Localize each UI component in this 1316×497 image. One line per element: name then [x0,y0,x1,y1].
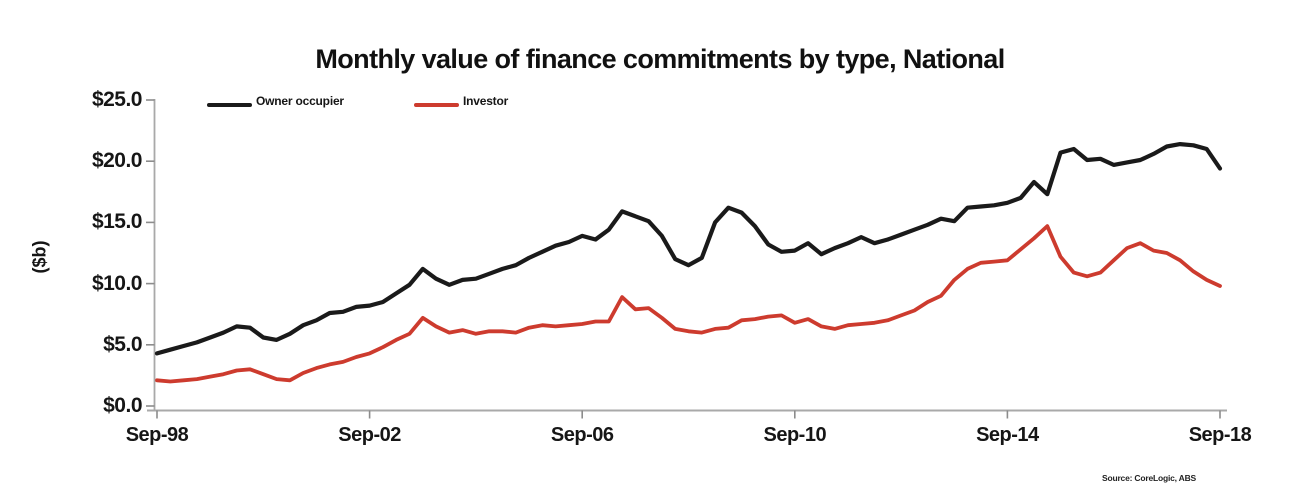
y-axis-tick-label: $15.0 [91,210,143,234]
x-axis-tick-label: Sep-06 [550,424,614,446]
series-line-owner-occupier [154,142,1223,356]
source-note: Source: CoreLogic, ABS [1102,473,1196,483]
chart-title: Monthly value of finance commitments by … [315,44,1005,74]
investor-line-swatch [414,103,459,107]
y-axis-tick-label: $0.0 [103,394,142,417]
legend-label-investor: Investor [463,94,509,108]
y-axis-labels: $0.0 $5.0 $10.0 $15.0 $20.0 $25.0 [0,0,143,497]
y-axis-tick-label: $25.0 [91,88,143,111]
x-axis-ticks [156,410,1221,419]
x-axis-tick-label: Sep-98 [125,424,189,446]
x-axis-tick-label: Sep-18 [1188,424,1252,446]
y-axis-tick-label: $10.0 [91,271,143,295]
x-axis-tick-label: Sep-14 [976,424,1039,446]
series-line-investor [155,224,1222,384]
x-axis-tick-label: Sep-02 [338,424,401,446]
legend-label-owner-occupier: Owner occupier [256,94,344,108]
y-axis-ticks [146,99,155,407]
y-axis-tick-label: $20.0 [91,149,143,173]
owner-occupier-line-swatch [207,103,252,107]
y-axis-tick-label: $5.0 [103,332,142,356]
x-axis-tick-label: Sep-10 [763,424,827,446]
